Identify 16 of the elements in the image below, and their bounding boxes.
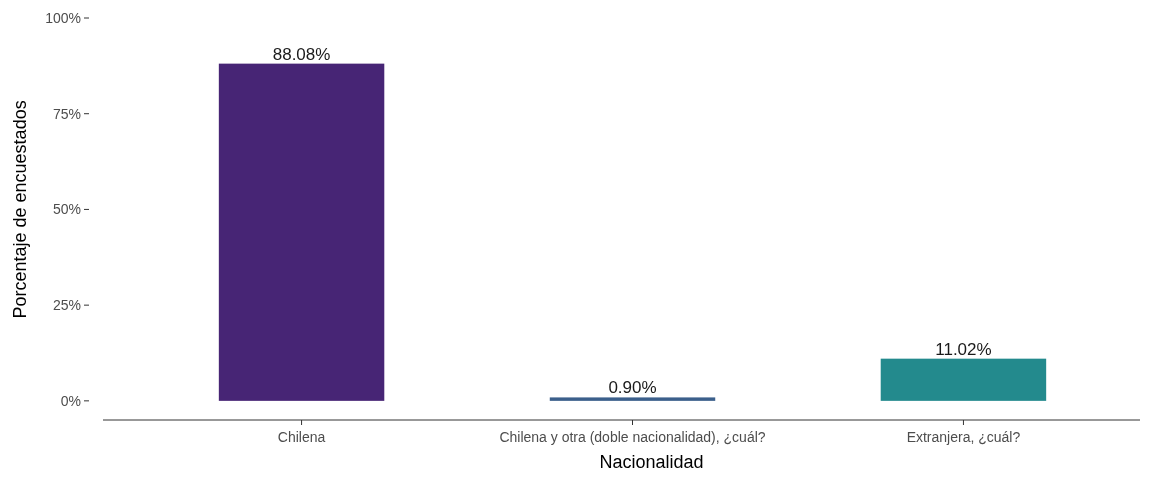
bar [218, 63, 385, 401]
y-tick-label: 25% [52, 297, 81, 314]
y-tick-label: 100% [45, 9, 81, 26]
bar [549, 397, 716, 401]
data-label: 88.08% [272, 44, 331, 64]
data-label: 11.02% [935, 339, 992, 359]
y-tick-label: 50% [52, 201, 81, 218]
x-axis-title: Nacionalidad [599, 452, 704, 472]
x-tick-label: Chilena [277, 429, 326, 445]
x-tick-label: Chilena y otra (doble nacionalidad), ¿cuál? [499, 429, 766, 445]
data-label: 0.90% [608, 378, 657, 398]
y-tick-label: 75% [52, 105, 81, 122]
bar [880, 358, 1047, 401]
x-tick-label: Extranjera, ¿cuál? [906, 429, 1021, 445]
y-axis-title: Porcentaje de encuestados [10, 100, 30, 319]
y-tick-label: 0% [60, 392, 81, 409]
